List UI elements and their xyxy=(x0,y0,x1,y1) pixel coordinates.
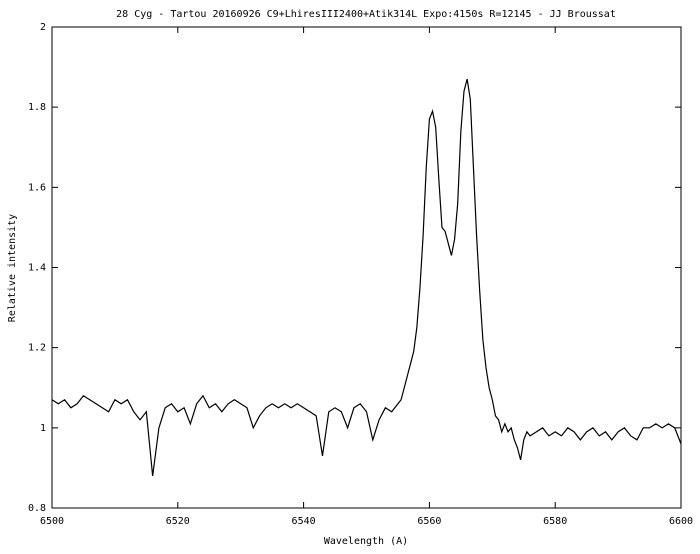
x-tick-label: 6580 xyxy=(543,516,567,527)
y-tick-label: 1 xyxy=(40,423,46,434)
y-tick-label: 1.2 xyxy=(28,343,46,354)
y-tick-label: 1.4 xyxy=(28,263,46,274)
chart-title: 28 Cyg - Tartou 20160926 C9+LhiresIII240… xyxy=(116,9,616,20)
x-tick-label: 6600 xyxy=(669,516,693,527)
x-axis-label: Wavelength (A) xyxy=(324,536,408,547)
x-tick-label: 6520 xyxy=(166,516,190,527)
x-tick-label: 6540 xyxy=(292,516,316,527)
spectrum-line xyxy=(51,78,682,477)
x-tick-label: 6560 xyxy=(417,516,441,527)
y-tick-label: 2 xyxy=(40,22,46,33)
y-tick-label: 1.6 xyxy=(28,182,46,193)
y-tick-label: 0.8 xyxy=(28,503,46,514)
y-tick-label: 1.8 xyxy=(28,102,46,113)
x-tick-label: 6500 xyxy=(40,516,64,527)
y-axis-label: Relative intensity xyxy=(7,214,18,322)
